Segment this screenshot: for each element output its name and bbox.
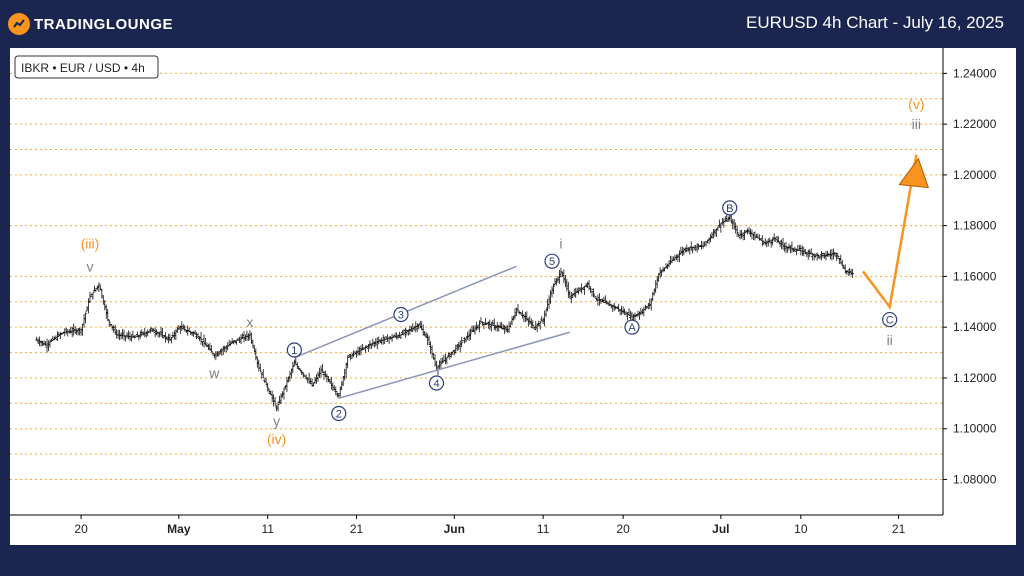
wave-label: y	[273, 413, 280, 429]
chart-title: EURUSD 4h Chart - July 16, 2025	[746, 13, 1004, 32]
wave-label: 3	[398, 309, 404, 321]
y-tick-label: 1.12000	[953, 371, 997, 385]
x-tick-label: Jul	[712, 522, 729, 536]
x-tick-label: 10	[794, 522, 808, 536]
instrument-tag: IBKR • EUR / USD • 4h	[14, 55, 159, 79]
wave-label-circle	[544, 253, 560, 269]
y-tick-label: 1.14000	[953, 320, 997, 334]
wave-label-circle	[286, 342, 302, 358]
wave-label-circle	[722, 200, 738, 216]
wave-label: 1	[291, 345, 297, 357]
x-tick-label: Jun	[444, 522, 465, 536]
x-tick-label: May	[167, 522, 191, 536]
wave-label: A	[628, 322, 636, 334]
y-tick-label: 1.22000	[953, 117, 997, 131]
wave-label: 5	[549, 256, 555, 268]
wave-label: 2	[336, 408, 342, 420]
wave-label: x	[246, 314, 253, 330]
wave-label-circle	[393, 306, 409, 323]
wave-label: (iv)	[267, 431, 286, 447]
wave-label-circle	[331, 405, 347, 422]
brand-name: TRADINGLOUNGE	[34, 15, 173, 33]
x-tick-label: 21	[892, 522, 906, 536]
projection-arrowhead	[898, 157, 930, 189]
wave-label: (v)	[908, 96, 924, 112]
y-tick-label: 1.10000	[953, 422, 997, 436]
wave-label-circle	[624, 319, 640, 335]
wave-label-circle	[882, 311, 898, 328]
wave-label: iii	[912, 116, 921, 132]
chart-canvas	[10, 48, 1016, 545]
wave-label: w	[208, 365, 220, 381]
y-tick-label: 1.20000	[953, 168, 997, 182]
wave-label: 4	[433, 378, 439, 390]
wave-label: v	[86, 258, 93, 274]
y-tick-label: 1.16000	[953, 269, 997, 283]
wave-label-circle	[428, 375, 445, 391]
brand-logo: TRADINGLOUNGE	[8, 12, 173, 36]
wave-label: i	[559, 235, 562, 251]
instrument-tag-box	[14, 55, 159, 79]
wave-label: (iii)	[81, 235, 100, 251]
x-tick-label: 11	[537, 522, 550, 536]
header: TRADINGLOUNGE EURUSD 4h Chart - July 16,…	[0, 0, 1024, 48]
wave-label: B	[726, 203, 733, 215]
y-tick-label: 1.18000	[953, 219, 997, 233]
x-tick-label: 11	[261, 522, 274, 536]
x-tick-label: 21	[350, 522, 364, 536]
y-tick-label: 1.08000	[953, 472, 997, 486]
channel-line	[338, 331, 571, 399]
x-tick-label: 20	[616, 522, 630, 536]
x-tick-label: 20	[74, 522, 88, 536]
wave-label: C	[886, 315, 894, 327]
logo-icon	[8, 13, 30, 35]
wave-label: ii	[887, 332, 893, 348]
y-tick-label: 1.24000	[953, 66, 997, 80]
instrument-label: IBKR • EUR / USD • 4h	[21, 61, 145, 75]
projection-path	[862, 154, 918, 310]
